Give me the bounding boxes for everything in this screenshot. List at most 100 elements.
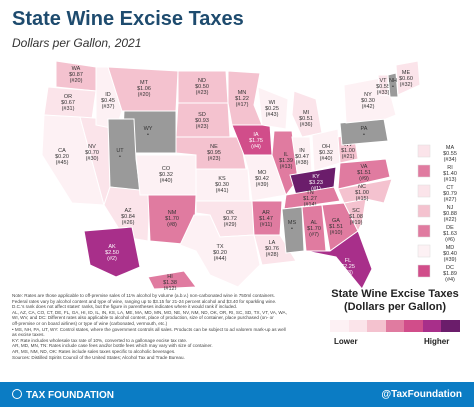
- state-sd[interactable]: SD $0.93 (#23): [175, 102, 231, 138]
- state-label: ME $0.60 (#32): [399, 70, 413, 88]
- notes: Note: Rates are those applicable to off-…: [12, 293, 287, 360]
- state-tn[interactable]: TN $1.27 (#14): [283, 186, 341, 210]
- state-mi[interactable]: MI $0.51 (#36): [291, 90, 323, 138]
- state-label: KY $3.23 (#1): [309, 174, 323, 192]
- state-oh[interactable]: OH $0.32 (#40): [311, 128, 341, 172]
- state-wi[interactable]: WI $0.25 (#43): [257, 86, 289, 130]
- state-shape: [283, 186, 341, 210]
- state-label: NY $0.30 (#42): [361, 92, 375, 110]
- state-label: WA $0.87 (#20): [69, 66, 83, 84]
- state-label: WI $0.25 (#43): [265, 100, 279, 118]
- state-mt[interactable]: MT $1.06 (#20): [107, 66, 179, 112]
- state-shape: [377, 74, 389, 96]
- state-nd[interactable]: ND $0.50 (#23): [177, 70, 229, 104]
- state-label: PA •: [361, 126, 368, 138]
- state-ms[interactable]: MS •: [281, 206, 305, 254]
- state-ca[interactable]: CA $0.20 (#45): [41, 114, 105, 206]
- state-label: IL $1.39 (#13): [279, 152, 293, 170]
- footer-bar: TAX FOUNDATION @TaxFoundation: [0, 382, 474, 407]
- legend-swatch: [404, 320, 423, 332]
- state-ky[interactable]: KY $3.23 (#1): [289, 166, 337, 196]
- state-shape: [41, 114, 105, 206]
- state-label: MS •: [288, 220, 297, 232]
- state-label: AZ $0.84 (#26): [121, 208, 135, 226]
- state-ar[interactable]: AR $1.47 (#11): [251, 200, 283, 236]
- legend-swatch: [367, 320, 386, 332]
- state-label: OR $0.67 (#31): [61, 94, 75, 112]
- state-label: IN $0.47 (#38): [295, 148, 309, 166]
- state-label: NJ $0.88 (#22): [443, 205, 457, 223]
- state-label: LA $0.76 (#28): [265, 240, 279, 258]
- state-swatch: [417, 144, 431, 158]
- state-swatch: [417, 244, 431, 258]
- state-ks[interactable]: KS $0.30 (#41): [195, 168, 251, 202]
- state-ia[interactable]: IA $1.75 (#4): [231, 124, 273, 156]
- state-mn[interactable]: MN $1.22 (#17): [227, 70, 263, 126]
- state-ct[interactable]: CT $0.79 (#27): [417, 184, 457, 203]
- legend-swatch: [330, 320, 349, 332]
- state-label: NH •: [389, 78, 397, 90]
- state-label: KS $0.30 (#41): [215, 176, 229, 194]
- state-dc[interactable]: DC $1.89 (#4): [417, 264, 457, 283]
- state-label: WV $1.00 (#21): [341, 142, 355, 160]
- state-co[interactable]: CO $0.32 (#40): [135, 154, 197, 196]
- legend-title: State Wine Excise Taxes (Dollars per Gal…: [331, 288, 459, 313]
- state-in[interactable]: IN $0.47 (#38): [291, 136, 313, 180]
- state-wa[interactable]: WA $0.87 (#20): [55, 60, 97, 92]
- state-shape: [305, 230, 373, 290]
- state-label: NE $0.95 (#23): [207, 144, 221, 162]
- state-shape: [395, 60, 421, 96]
- state-label: MO $0.42 (#39): [255, 170, 269, 188]
- chart-subtitle: Dollars per Gallon, 2021: [12, 36, 142, 50]
- footer-brand: TAX FOUNDATION: [12, 389, 114, 401]
- state-label: TN $1.27 (#14): [303, 190, 317, 208]
- state-md[interactable]: MD $0.40 (#39): [417, 244, 457, 263]
- chart-title: State Wine Excise Taxes: [12, 8, 244, 30]
- state-label: MI $0.51 (#36): [299, 110, 313, 128]
- state-fl[interactable]: FL $2.25 (#3): [305, 230, 373, 290]
- state-ma[interactable]: MA $0.55 (#34): [417, 144, 457, 163]
- state-label: AR $1.47 (#11): [259, 210, 273, 228]
- state-label: CO $0.32 (#40): [159, 166, 173, 184]
- state-shape: [179, 214, 261, 288]
- state-shape: [387, 72, 399, 98]
- state-shape: [337, 178, 393, 204]
- state-label: SD $0.93 (#23): [195, 112, 209, 130]
- legend-swatch: [441, 320, 461, 332]
- state-nh[interactable]: NH •: [387, 72, 399, 98]
- state-label: MA $0.55 (#34): [443, 145, 457, 163]
- state-ri[interactable]: RI $1.40 (#13): [417, 164, 457, 183]
- state-label: OK $0.72 (#29): [223, 210, 237, 228]
- state-label: NV $0.70 (#30): [85, 144, 99, 162]
- state-label: OH $0.32 (#40): [319, 144, 333, 162]
- state-label: GA $1.51 (#10): [329, 218, 343, 236]
- state-nc[interactable]: NC $1.00 (#15): [337, 178, 393, 204]
- state-label: ID $0.45 (#37): [101, 92, 115, 110]
- state-label: AK $2.50 (#2): [105, 244, 119, 262]
- legend-color-scale: [330, 320, 461, 332]
- state-tx[interactable]: TX $0.20 (#44): [179, 214, 261, 288]
- state-or[interactable]: OR $0.67 (#31): [43, 86, 97, 120]
- state-vt[interactable]: VT $0.55 (#33): [376, 74, 390, 96]
- state-hi[interactable]: HI $1.38 (#12): [147, 270, 197, 290]
- state-label: WY •: [144, 126, 153, 138]
- state-shape: [257, 86, 289, 130]
- state-al[interactable]: AL $1.70 (#7): [301, 204, 327, 252]
- state-de[interactable]: DE $1.63 (#6): [417, 224, 457, 243]
- state-shape: [289, 166, 337, 196]
- state-label: IA $1.75 (#4): [249, 132, 263, 150]
- tax-foundation-logo-icon: [12, 389, 22, 399]
- state-label: MT $1.06 (#20): [137, 80, 151, 98]
- state-label: VA $1.51 (#9): [357, 164, 371, 182]
- state-nj[interactable]: NJ $0.88 (#22): [417, 204, 457, 223]
- footer-handle[interactable]: @TaxFoundation: [381, 389, 462, 400]
- state-label: FL $2.25 (#3): [341, 258, 355, 276]
- state-va[interactable]: VA $1.51 (#9): [337, 158, 391, 190]
- state-me[interactable]: ME $0.60 (#32): [395, 60, 421, 96]
- legend-swatch: [385, 320, 405, 332]
- state-ak[interactable]: AK $2.50 (#2): [83, 226, 141, 278]
- state-shape: [253, 234, 297, 266]
- legend-low-label: Lower: [334, 337, 358, 346]
- state-la[interactable]: LA $0.76 (#28): [253, 234, 297, 266]
- state-label: MD $0.40 (#39): [443, 245, 457, 263]
